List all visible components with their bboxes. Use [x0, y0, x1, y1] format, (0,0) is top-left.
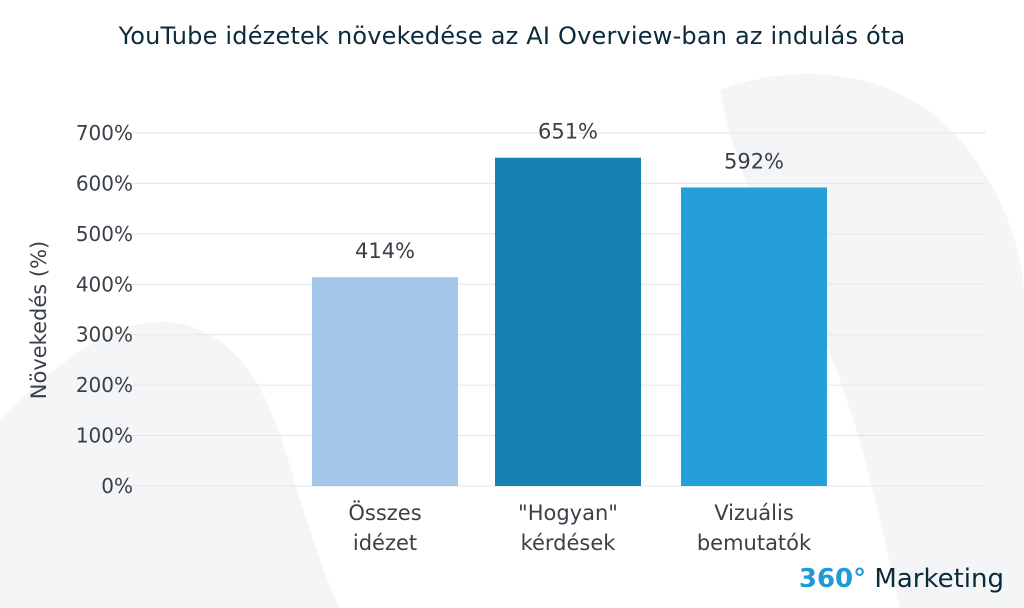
- bar: [495, 157, 641, 486]
- bars: [312, 157, 827, 486]
- y-axis-ticks: 0% 100% 200% 300% 400% 500% 600% 700%: [76, 121, 133, 498]
- bar: [312, 277, 458, 486]
- chart-title: YouTube idézetek növekedése az AI Overvi…: [118, 22, 906, 50]
- x-category-label: bemutatók: [697, 531, 812, 555]
- x-category-label: idézet: [353, 531, 417, 555]
- y-axis-label: Növekedés (%): [27, 241, 51, 399]
- brand-logo: 360° Marketing: [799, 564, 1004, 594]
- y-tick-label: 600%: [76, 171, 133, 195]
- y-tick-label: 400%: [76, 272, 133, 296]
- brand-word: Marketing: [866, 564, 1004, 594]
- y-tick-label: 0%: [101, 474, 133, 498]
- data-label: 414%: [355, 239, 415, 263]
- data-label: 592%: [724, 149, 784, 173]
- y-tick-label: 700%: [76, 121, 133, 145]
- x-category-label: kérdések: [521, 531, 617, 555]
- y-tick-label: 100%: [76, 424, 133, 448]
- data-labels: 414% 651% 592%: [355, 120, 784, 264]
- brand-number: 360°: [798, 564, 867, 594]
- x-axis-categories: Összes idézet "Hogyan" kérdések Vizuális bemu…: [348, 500, 812, 555]
- y-tick-label: 300%: [76, 323, 133, 347]
- x-category-label: "Hogyan": [518, 501, 618, 525]
- bar: [681, 187, 827, 486]
- x-category-label: Összes: [348, 500, 421, 525]
- y-tick-label: 500%: [76, 222, 133, 246]
- y-tick-label: 200%: [76, 373, 133, 397]
- data-label: 651%: [538, 120, 598, 144]
- x-category-label: Vizuális: [714, 501, 794, 525]
